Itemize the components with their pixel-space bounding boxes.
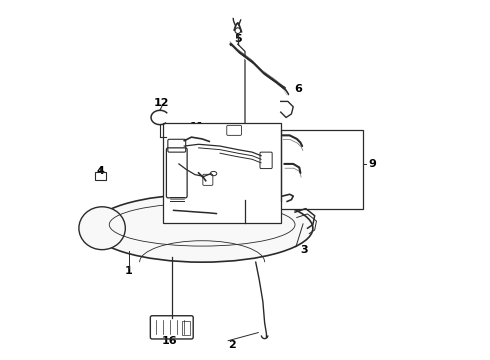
- Text: 1: 1: [125, 266, 133, 276]
- Text: 13: 13: [257, 127, 272, 137]
- Ellipse shape: [92, 194, 313, 262]
- Text: 4: 4: [97, 166, 104, 176]
- Bar: [277, 130, 363, 208]
- Text: 10: 10: [267, 156, 281, 165]
- Text: 8: 8: [311, 162, 319, 172]
- Text: 6: 6: [294, 84, 302, 94]
- Text: 9: 9: [368, 159, 376, 169]
- Text: 7: 7: [332, 152, 340, 162]
- Text: 3: 3: [300, 245, 308, 255]
- Bar: [95, 172, 106, 180]
- Text: 14: 14: [215, 171, 229, 181]
- Bar: [182, 321, 190, 336]
- Bar: [163, 123, 281, 223]
- Text: 11: 11: [190, 122, 204, 132]
- Text: 2: 2: [229, 340, 236, 350]
- Ellipse shape: [79, 207, 125, 249]
- Text: 12: 12: [153, 98, 169, 108]
- Text: 16: 16: [162, 337, 178, 346]
- Text: 5: 5: [234, 34, 242, 44]
- Text: 15: 15: [240, 202, 254, 212]
